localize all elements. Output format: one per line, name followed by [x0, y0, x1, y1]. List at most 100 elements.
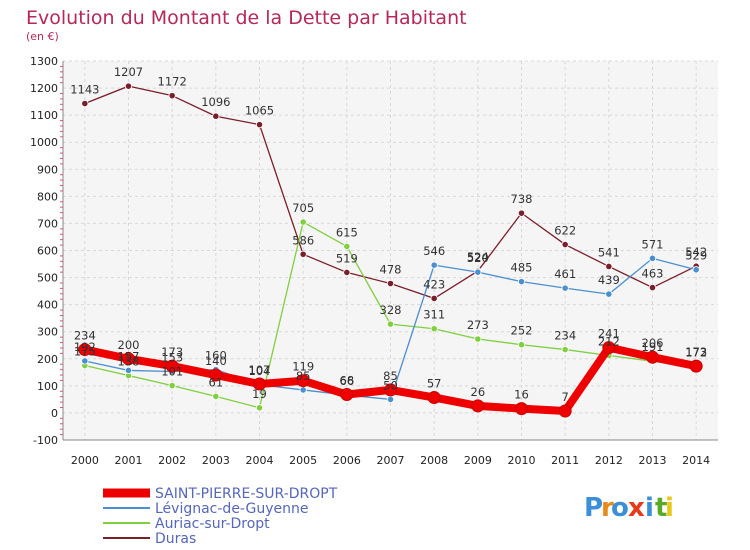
x-tick-label: 2000	[71, 454, 99, 467]
data-point	[605, 262, 613, 271]
y-tick-label: 1200	[30, 82, 58, 95]
data-point	[386, 279, 395, 288]
data-point	[78, 343, 92, 357]
data-point	[212, 392, 220, 401]
data-label: 173	[161, 345, 183, 359]
data-point	[384, 383, 397, 397]
x-tick-label: 2001	[115, 454, 143, 467]
data-label: 140	[205, 354, 227, 368]
data-label: 738	[511, 192, 533, 206]
chart-title: Evolution du Montant de la Dette par Hab…	[26, 7, 467, 29]
series-saint-pierre-sur-dropt	[78, 341, 703, 418]
data-label: 463	[642, 267, 664, 281]
data-label: 1143	[70, 83, 99, 97]
x-tick-label: 2007	[377, 454, 405, 467]
data-point	[648, 283, 657, 292]
data-point	[296, 374, 310, 388]
x-tick-label: 2008	[420, 454, 448, 467]
data-point	[165, 359, 179, 373]
legend: SAINT-PIERRE-SUR-DROPTLévignac-de-Guyenn…	[103, 486, 338, 547]
data-point	[255, 404, 264, 412]
data-point	[561, 240, 569, 249]
data-point	[124, 366, 133, 375]
data-label: 50	[383, 378, 398, 392]
data-label: 571	[642, 237, 664, 251]
data-label: 529	[685, 249, 707, 263]
x-tick-label: 2005	[289, 454, 317, 467]
x-tick-label: 2004	[246, 454, 274, 467]
y-tick-label: 700	[37, 217, 58, 230]
data-point	[386, 395, 395, 403]
data-label: 66	[340, 374, 355, 388]
data-point	[168, 92, 176, 100]
logo-letter: o	[611, 493, 629, 523]
x-tick-label: 2009	[464, 454, 492, 467]
data-label: 68	[340, 374, 355, 388]
y-tick-label: 100	[37, 380, 58, 393]
data-label: 153	[161, 351, 183, 365]
data-point	[471, 399, 485, 413]
data-point	[122, 352, 135, 366]
data-point	[430, 325, 438, 333]
data-label: 252	[511, 324, 533, 338]
data-label: 160	[205, 349, 227, 363]
data-point	[299, 386, 307, 394]
x-tick-label: 2011	[551, 454, 579, 467]
data-label: 119	[292, 360, 314, 374]
y-tick-label: 600	[37, 245, 58, 258]
data-label: 1096	[201, 95, 230, 109]
data-point	[517, 341, 526, 349]
chart-subtitle: (en €)	[26, 30, 59, 43]
data-label: 520	[467, 251, 489, 265]
data-label: 157	[118, 349, 140, 363]
data-point	[602, 341, 616, 355]
data-label: 1065	[245, 104, 274, 118]
data-point	[299, 250, 307, 258]
data-label: 26	[471, 385, 486, 399]
data-label: 212	[598, 335, 620, 349]
legend-label: SAINT-PIERRE-SUR-DROPT	[155, 486, 338, 502]
y-tick-label: 1300	[30, 55, 58, 68]
data-label: 85	[383, 369, 398, 383]
data-label: 705	[292, 201, 314, 215]
data-label: 200	[118, 338, 140, 352]
logo-letter: r	[601, 493, 614, 523]
data-labels: 1143 1207 1172 1096 1065 586 519 478 423 524 738 62…	[70, 65, 707, 404]
data-label: 173	[685, 345, 707, 359]
y-tick-label: 900	[37, 163, 58, 176]
data-label: 57	[427, 376, 442, 390]
data-label: 138	[118, 355, 140, 369]
data-label: 101	[161, 365, 183, 379]
data-point	[517, 278, 526, 286]
data-label: 622	[554, 224, 576, 238]
series-auriac-sur-dropt	[81, 218, 700, 412]
data-point	[515, 402, 528, 416]
y-tick-label: 500	[37, 272, 58, 285]
y-tick-label: 800	[37, 190, 58, 203]
data-label: 1172	[158, 75, 187, 89]
x-tick-label: 2010	[508, 454, 536, 467]
logo-letter: t	[655, 493, 667, 523]
data-label: 542	[685, 245, 707, 259]
data-label: 104	[249, 364, 271, 378]
x-tick-label: 2006	[333, 454, 361, 467]
data-point	[561, 284, 569, 292]
x-tick-label: 2003	[202, 454, 230, 467]
data-point	[299, 218, 307, 226]
data-label: 234	[554, 329, 576, 343]
y-tick-label: 0	[51, 407, 58, 420]
data-label: 439	[598, 273, 620, 287]
data-point	[255, 121, 264, 129]
data-point	[430, 261, 438, 269]
data-label: 485	[511, 261, 533, 275]
data-label: 423	[423, 277, 445, 291]
data-point	[561, 345, 569, 354]
legend-label: Duras	[155, 531, 196, 547]
logo-letter: i	[665, 493, 674, 523]
data-label: 107	[249, 363, 271, 377]
data-point	[558, 404, 572, 418]
proxiti-logo: Pro x i ti	[584, 493, 674, 523]
logo-letter: P	[584, 493, 603, 523]
x-tick-label: 2014	[682, 454, 710, 467]
